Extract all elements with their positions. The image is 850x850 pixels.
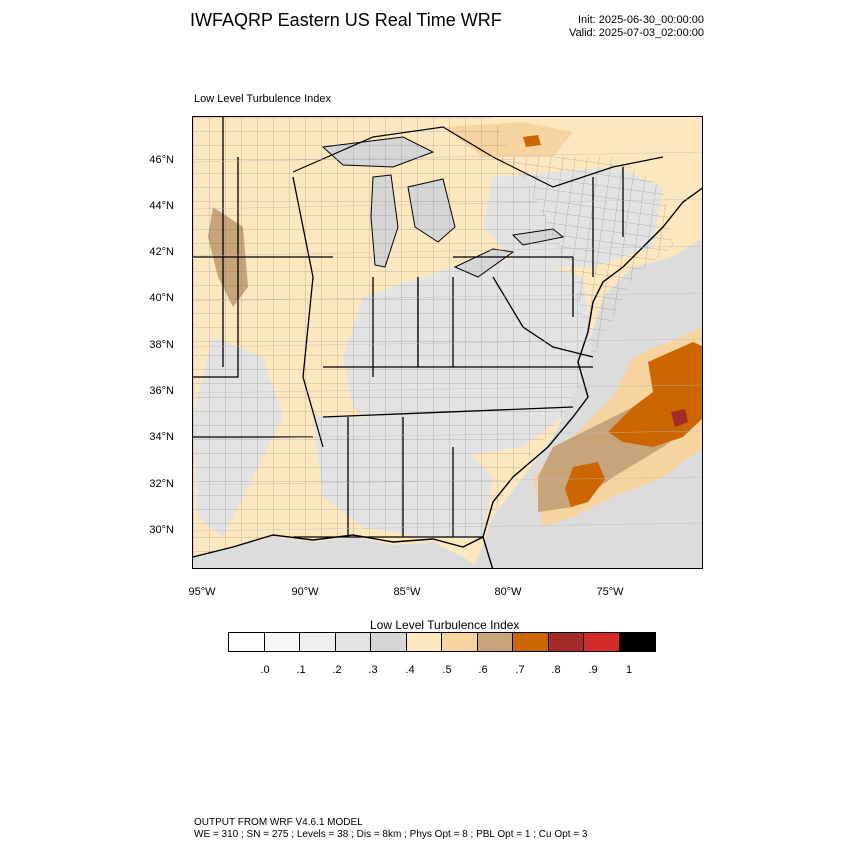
colorbar-swatch-1: [264, 633, 300, 651]
canada-border: [292, 126, 664, 188]
gulf-coastline: [193, 534, 484, 558]
colorbar-swatch-5: [406, 633, 442, 651]
colorbar-tick: .0: [260, 664, 270, 676]
lon-label-75: 75°W: [596, 586, 624, 598]
colorbar-tick: .4: [405, 664, 415, 676]
atlantic-ocean: [473, 238, 702, 568]
lon-label-85: 85°W: [393, 586, 421, 598]
extreme-patch: [671, 409, 688, 427]
colorbar: [228, 632, 656, 652]
colorbar-swatch-6: [442, 633, 478, 651]
colorbar-swatch-0: [229, 633, 265, 651]
canada-severe-patch: [523, 135, 541, 147]
model-version: OUTPUT FROM WRF V4.6.1 MODEL: [194, 817, 363, 828]
lon-label-95: 95°W: [188, 586, 216, 598]
model-config: WE = 310 ; SN = 275 ; Levels = 38 ; Dis …: [194, 829, 588, 840]
colorbar-title: Low Level Turbulence Index: [370, 618, 520, 632]
init-time: Init: 2025-06-30_00:00:00: [578, 14, 704, 26]
model-info-footer: OUTPUT FROM WRF V4.6.1 MODEL WE = 310 ; …: [194, 817, 587, 841]
colorbar-tick: 1: [625, 664, 633, 676]
colorbar-tick: .3: [368, 664, 378, 676]
lat-label-40: 40°N: [149, 292, 174, 304]
graticule: [193, 151, 702, 532]
map-frame: [192, 116, 703, 569]
colorbar-swatch-8: [513, 633, 549, 651]
valid-time: Valid: 2025-07-03_02:00:00: [569, 27, 704, 39]
lat-label-32: 32°N: [149, 478, 174, 490]
atlantic-coastline: [482, 187, 702, 568]
lat-label-46: 46°N: [149, 154, 174, 166]
colorbar-swatch-2: [300, 633, 336, 651]
colorbar-swatch-11: [619, 633, 655, 651]
county-lines-northeast: [493, 157, 673, 357]
colorbar-tick: .2: [332, 664, 342, 676]
colorbar-tick: .9: [588, 664, 598, 676]
init-valid-block: Init: 2025-06-30_00:00:00 Valid: 2025-07…: [569, 14, 704, 40]
lat-label-44: 44°N: [149, 200, 174, 212]
lon-label-80: 80°W: [494, 586, 522, 598]
colorbar-swatch-9: [548, 633, 584, 651]
lat-label-38: 38°N: [149, 339, 174, 351]
lat-label-42: 42°N: [149, 246, 174, 258]
colorbar-swatch-4: [371, 633, 407, 651]
colorbar-tick: .8: [551, 664, 561, 676]
colorbar-tick: .5: [442, 664, 452, 676]
colorbar-tick: .6: [478, 664, 488, 676]
colorbar-swatch-10: [584, 633, 620, 651]
lat-label-36: 36°N: [149, 385, 174, 397]
lon-label-90: 90°W: [291, 586, 319, 598]
colorbar-swatch-3: [335, 633, 371, 651]
panel-title: Low Level Turbulence Index: [194, 93, 331, 105]
lat-label-34: 34°N: [149, 431, 174, 443]
colorbar-tick: .1: [296, 664, 306, 676]
southeast-severe-patch: [565, 462, 605, 507]
colorbar-tick: .7: [515, 664, 525, 676]
turbulence-map: [193, 117, 702, 568]
gulf-of-mexico: [193, 537, 480, 568]
state-boundaries: [193, 117, 624, 538]
lat-label-30: 30°N: [149, 524, 174, 536]
colorbar-swatch-7: [477, 633, 513, 651]
figure-title: IWFAQRP Eastern US Real Time WRF: [190, 10, 502, 30]
county-lines: [193, 117, 593, 557]
